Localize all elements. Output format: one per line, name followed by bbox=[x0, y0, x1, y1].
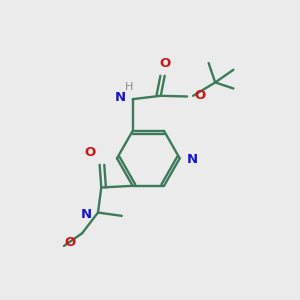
Text: O: O bbox=[84, 146, 96, 159]
Text: O: O bbox=[64, 236, 76, 249]
Text: N: N bbox=[114, 91, 125, 103]
Text: H: H bbox=[125, 82, 134, 92]
Text: O: O bbox=[194, 89, 206, 102]
Text: N: N bbox=[187, 152, 198, 166]
Text: N: N bbox=[80, 208, 92, 221]
Text: O: O bbox=[159, 57, 170, 70]
